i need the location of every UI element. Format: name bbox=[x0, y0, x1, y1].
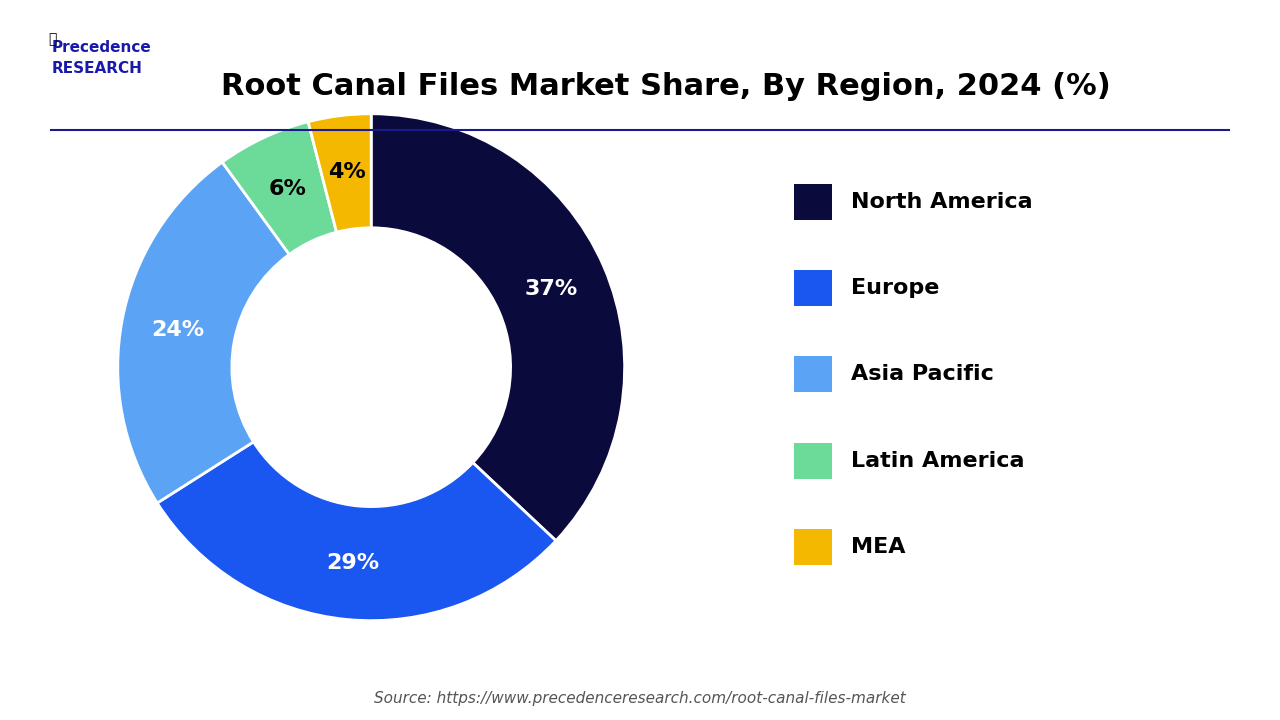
Text: 🌿: 🌿 bbox=[49, 32, 58, 47]
Text: North America: North America bbox=[851, 192, 1033, 212]
Text: 4%: 4% bbox=[328, 162, 366, 182]
Wedge shape bbox=[118, 162, 289, 503]
Text: Root Canal Files Market Share, By Region, 2024 (%): Root Canal Files Market Share, By Region… bbox=[220, 72, 1111, 101]
Wedge shape bbox=[223, 122, 337, 254]
Text: 24%: 24% bbox=[152, 320, 205, 341]
Text: Asia Pacific: Asia Pacific bbox=[851, 364, 995, 384]
Text: 37%: 37% bbox=[525, 279, 579, 300]
Text: Europe: Europe bbox=[851, 278, 940, 298]
Wedge shape bbox=[308, 114, 371, 232]
Text: 29%: 29% bbox=[326, 553, 379, 572]
Text: Precedence
RESEARCH: Precedence RESEARCH bbox=[51, 40, 151, 76]
Text: Latin America: Latin America bbox=[851, 451, 1025, 471]
Wedge shape bbox=[371, 114, 625, 541]
Text: MEA: MEA bbox=[851, 537, 906, 557]
Wedge shape bbox=[157, 442, 556, 621]
Text: Source: https://www.precedenceresearch.com/root-canal-files-market: Source: https://www.precedenceresearch.c… bbox=[374, 691, 906, 706]
Text: 6%: 6% bbox=[269, 179, 306, 199]
